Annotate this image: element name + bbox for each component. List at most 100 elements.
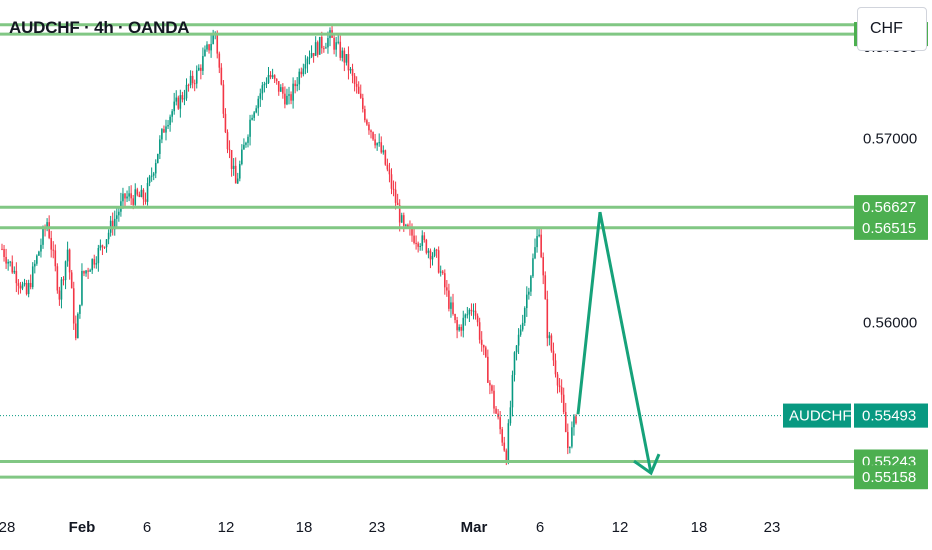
time-axis[interactable]: 28 Feb 6 12 18 23 Mar 6 12 18 23 <box>0 519 780 536</box>
candle-body <box>540 234 542 258</box>
price-axis[interactable]: 0.575000.570000.560000.550000.575690.566… <box>854 22 928 490</box>
candle-body <box>544 275 547 300</box>
candle-body <box>282 87 284 94</box>
candle-body <box>103 246 106 248</box>
candle-body <box>208 44 210 51</box>
current-price-layer: AUDCHF 0.55493 <box>0 403 928 428</box>
candle-body <box>3 249 5 257</box>
candle-body <box>253 112 255 118</box>
candle-body <box>388 169 391 175</box>
candle-body <box>532 258 534 277</box>
candle-body <box>193 83 196 85</box>
candle-body <box>132 198 134 205</box>
candle-body <box>472 310 475 312</box>
candle-body <box>220 67 223 85</box>
candle-body <box>216 32 219 54</box>
candle-body <box>413 235 415 243</box>
candle-body <box>134 189 137 205</box>
candle-body <box>259 93 262 99</box>
candle-body <box>218 53 221 68</box>
candle-body <box>405 224 407 226</box>
candle-body <box>138 194 141 197</box>
level-tag-cover <box>854 195 928 220</box>
candle-body <box>419 246 421 248</box>
currency-selector[interactable]: CHF <box>857 7 927 51</box>
candle-body <box>122 193 124 202</box>
x-tick-label: 12 <box>218 519 235 536</box>
candle-body <box>505 450 508 463</box>
candle-body <box>64 261 67 281</box>
level-tag-cover <box>854 465 928 490</box>
candle-body <box>521 322 524 330</box>
candle-body <box>474 310 477 316</box>
x-tick-label: 6 <box>536 519 544 536</box>
candle-body <box>347 54 350 71</box>
x-tick-label: 23 <box>764 519 781 536</box>
candle-body <box>265 82 268 85</box>
chart-title: AUDCHF · 4h · OANDA <box>9 18 190 37</box>
candle-body <box>462 317 465 331</box>
candle-body <box>75 323 77 339</box>
candle-body <box>310 53 313 58</box>
candle-body <box>327 38 329 48</box>
candle-body <box>446 287 448 291</box>
candle-body <box>140 189 143 197</box>
candle-body <box>185 84 188 99</box>
candle-body <box>290 94 292 101</box>
candle-body <box>425 239 428 253</box>
candle-body <box>163 129 165 133</box>
candle-body <box>144 199 147 202</box>
x-tick-label: Mar <box>461 519 488 536</box>
candle-body <box>255 108 257 113</box>
candle-body <box>552 350 555 361</box>
candle-body <box>97 248 100 264</box>
candle-body <box>25 282 28 295</box>
candle-body <box>175 97 178 102</box>
candle-body <box>206 44 208 50</box>
candle-body <box>245 142 247 145</box>
candle-body <box>575 416 577 424</box>
candle-body <box>150 175 153 177</box>
candle-body <box>538 234 540 237</box>
candle-body <box>384 150 387 165</box>
candle-body <box>111 220 114 230</box>
candle-body <box>257 98 260 109</box>
candle-body <box>161 129 163 140</box>
candle-body <box>513 352 516 375</box>
candle-body <box>558 385 561 388</box>
candle-body <box>312 53 315 56</box>
candle-body <box>304 64 307 69</box>
candle-body <box>173 101 175 112</box>
candle-body <box>353 75 356 84</box>
candle-body <box>142 189 145 200</box>
current-price-tag-cover <box>854 403 928 428</box>
candle-body <box>70 272 73 289</box>
candle-body <box>154 162 157 174</box>
arrow-head <box>633 453 661 476</box>
candle-body <box>437 250 440 273</box>
candle-body <box>318 36 321 55</box>
candle-body <box>560 387 563 395</box>
candle-body <box>99 245 102 249</box>
candle-body <box>302 68 305 75</box>
candle-body <box>34 263 36 267</box>
candle-body <box>29 282 32 288</box>
candle-body <box>466 314 469 316</box>
candle-body <box>288 94 290 96</box>
candle-body <box>50 237 52 250</box>
candle-body <box>294 83 296 87</box>
candle-body <box>378 142 380 144</box>
candle-body <box>36 255 38 264</box>
candle-body <box>68 249 71 273</box>
candle-body <box>450 302 452 309</box>
candle-body <box>200 67 202 71</box>
candle-body <box>337 41 339 43</box>
candle-body <box>60 279 63 300</box>
candle-body <box>19 285 22 289</box>
projection-path <box>576 211 653 474</box>
candle-body <box>376 143 378 146</box>
y-tick-label: 0.56000 <box>863 314 917 331</box>
candle-body <box>54 250 57 267</box>
x-tick-label: 28 <box>0 519 15 536</box>
